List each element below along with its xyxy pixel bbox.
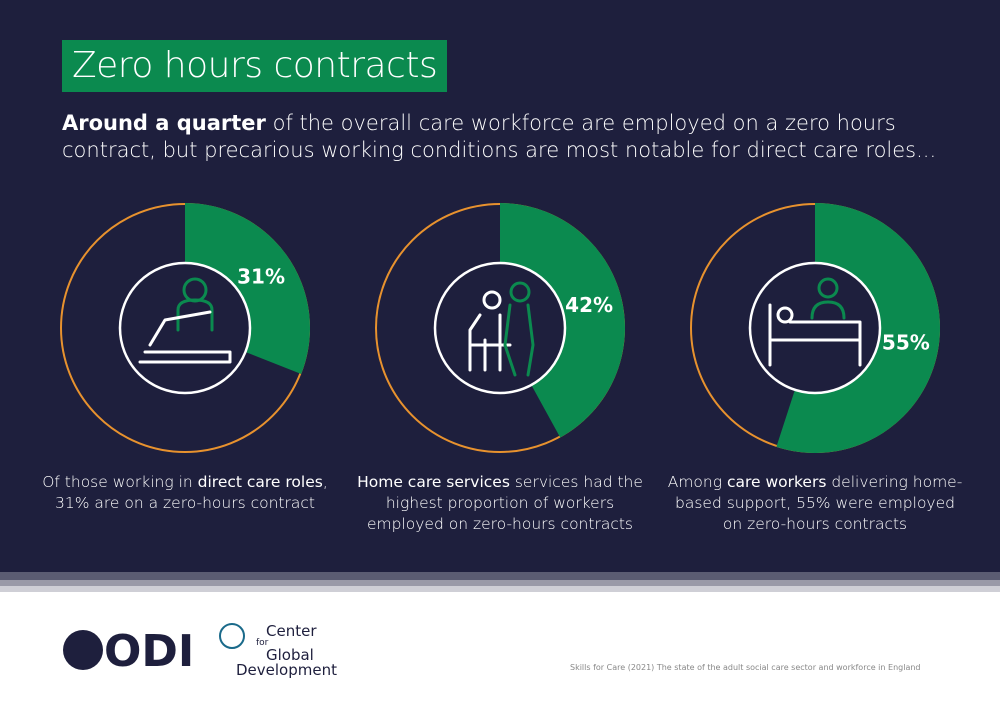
subtitle-rest: of the overall care workforce are employ… xyxy=(62,111,937,162)
cgd-line: Center xyxy=(266,622,317,640)
odi-logo: ODI xyxy=(63,626,194,677)
stripe xyxy=(0,580,1000,586)
caption-bold: Home care services xyxy=(357,473,510,491)
value-label: 55% xyxy=(882,330,930,354)
caption-text: delivering home-based support, 55% were … xyxy=(675,473,963,533)
value-label: 42% xyxy=(565,293,613,317)
stripe xyxy=(0,572,1000,580)
caption-text: , 31% are on a zero-hours contract xyxy=(55,473,328,512)
pie-hole xyxy=(748,261,882,395)
caption: Of those working in direct care roles, 3… xyxy=(35,472,335,514)
caption-text: Of those working in xyxy=(42,473,198,491)
caption-bold: direct care roles xyxy=(197,473,323,491)
caption-text: services had the highest proportion of w… xyxy=(367,473,643,533)
caption-bold: care workers xyxy=(726,473,827,491)
value-label: 31% xyxy=(237,264,285,288)
subtitle-lead: Around a quarter xyxy=(62,111,266,135)
pies: 31% 42% 55% xyxy=(60,203,940,453)
cgd-line: Development xyxy=(236,661,337,679)
cgd-mark xyxy=(219,623,245,649)
title: Zero hours contracts xyxy=(62,40,448,92)
subtitle: Around a quarter of the overall care wor… xyxy=(62,110,942,164)
source: Skills for Care (2021) The state of the … xyxy=(570,663,921,672)
stripe xyxy=(0,586,1000,592)
cgd-line: for xyxy=(256,638,269,648)
caption: Among care workers delivering home-based… xyxy=(665,472,965,535)
icons xyxy=(138,277,862,377)
caption: Home care services services had the high… xyxy=(350,472,650,535)
cgd-logo: Center for Global Development xyxy=(236,624,337,678)
caption-text: Among xyxy=(667,473,727,491)
cgd-line: Global xyxy=(266,646,314,664)
odi-text: ODI xyxy=(104,626,194,677)
